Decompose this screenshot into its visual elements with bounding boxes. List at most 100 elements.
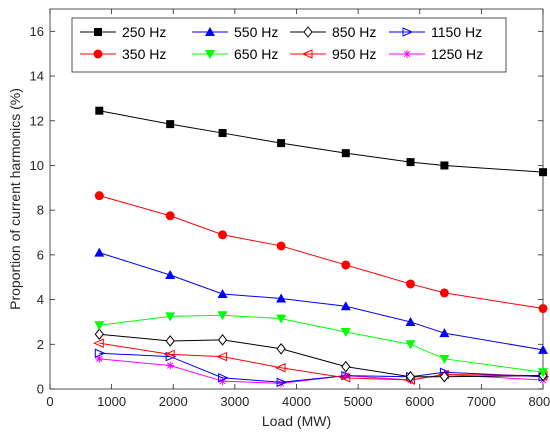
data-point bbox=[341, 360, 351, 373]
legend-item-950-hz: 950 Hz bbox=[290, 46, 376, 62]
series-line bbox=[99, 252, 544, 351]
data-point bbox=[340, 328, 351, 337]
data-point bbox=[340, 301, 351, 311]
x-tick-label: 3000 bbox=[220, 394, 249, 409]
y-tick-label: 8 bbox=[37, 203, 44, 218]
data-point bbox=[301, 49, 313, 59]
data-point bbox=[217, 289, 228, 298]
series-250-hz bbox=[95, 106, 547, 177]
series-line bbox=[99, 314, 544, 373]
y-tick-label: 16 bbox=[30, 24, 44, 39]
series-line bbox=[99, 342, 544, 381]
legend-label: 950 Hz bbox=[332, 46, 376, 62]
data-point bbox=[339, 373, 351, 383]
data-point bbox=[405, 370, 416, 383]
data-point bbox=[94, 328, 104, 341]
legend-item-550-hz: 550 Hz bbox=[192, 24, 278, 40]
y-tick-label: 0 bbox=[37, 382, 44, 397]
legend-label: 250 Hz bbox=[122, 24, 166, 40]
data-point bbox=[276, 293, 287, 303]
data-point bbox=[165, 312, 176, 322]
legend-label: 1250 Hz bbox=[431, 46, 483, 62]
data-point bbox=[439, 354, 450, 364]
data-point bbox=[277, 139, 286, 148]
x-tick-label: 2000 bbox=[159, 394, 188, 409]
data-point bbox=[216, 351, 228, 362]
x-axis-title: Load (MW) bbox=[262, 413, 331, 429]
data-point bbox=[93, 49, 103, 59]
data-point bbox=[276, 342, 286, 355]
data-point bbox=[218, 129, 227, 138]
y-tick-label: 12 bbox=[30, 113, 44, 128]
legend-item-250-hz: 250 Hz bbox=[80, 24, 166, 40]
series-line bbox=[99, 110, 544, 173]
y-tick-label: 4 bbox=[37, 292, 44, 307]
data-point bbox=[94, 28, 102, 36]
legend-label: 1150 Hz bbox=[431, 24, 482, 40]
data-point bbox=[217, 311, 228, 321]
data-point bbox=[274, 362, 286, 373]
x-tick-label: 5000 bbox=[344, 394, 373, 409]
data-point bbox=[303, 26, 313, 38]
data-point bbox=[538, 368, 548, 378]
y-tick-label: 10 bbox=[30, 158, 44, 173]
x-tick-label: 6000 bbox=[405, 394, 434, 409]
data-point bbox=[406, 279, 416, 289]
data-point bbox=[218, 230, 228, 240]
data-point bbox=[276, 377, 288, 388]
data-point bbox=[218, 377, 227, 386]
x-tick-label: 7000 bbox=[467, 394, 496, 409]
y-tick-label: 6 bbox=[37, 247, 44, 262]
data-point bbox=[94, 191, 104, 201]
legend-label: 850 Hz bbox=[332, 24, 376, 40]
legend: 250 Hz 550 Hz 850 Hz 1150 Hz 350 Hz 650 Hz 950… bbox=[71, 17, 507, 73]
data-point bbox=[539, 168, 547, 177]
y-tick-label: 14 bbox=[30, 69, 44, 84]
series-550-hz bbox=[94, 247, 548, 354]
data-point bbox=[163, 349, 175, 360]
data-point bbox=[217, 334, 228, 346]
data-point bbox=[94, 247, 105, 257]
x-tick-label: 0 bbox=[46, 394, 53, 409]
data-point bbox=[218, 373, 229, 383]
y-axis-title: Proportion of current harmonics (%) bbox=[7, 88, 23, 310]
data-point bbox=[166, 120, 175, 129]
legend-item-1150-hz: 1150 Hz bbox=[389, 24, 482, 40]
legend-label: 550 Hz bbox=[234, 24, 278, 40]
data-point bbox=[403, 50, 411, 58]
data-point bbox=[94, 348, 106, 359]
data-point bbox=[205, 50, 215, 59]
series-line bbox=[99, 195, 544, 310]
data-point bbox=[95, 106, 104, 115]
series-350-hz bbox=[94, 191, 548, 314]
series-line bbox=[99, 333, 544, 378]
data-point bbox=[95, 354, 104, 363]
data-point bbox=[166, 361, 175, 370]
data-point bbox=[538, 344, 548, 354]
legend-label: 350 Hz bbox=[122, 46, 166, 62]
y-tick-label: 2 bbox=[37, 337, 44, 352]
series-line bbox=[99, 352, 544, 383]
data-point bbox=[439, 370, 450, 383]
data-point bbox=[276, 314, 287, 324]
series-650-hz bbox=[94, 311, 548, 378]
data-point bbox=[94, 321, 105, 331]
data-point bbox=[165, 335, 175, 347]
data-point bbox=[405, 340, 416, 350]
data-point bbox=[538, 304, 548, 314]
series-850-hz bbox=[94, 328, 548, 383]
data-point bbox=[402, 27, 414, 37]
data-point bbox=[439, 328, 450, 338]
data-point bbox=[165, 211, 175, 221]
data-point bbox=[276, 241, 286, 251]
data-point bbox=[277, 379, 286, 388]
x-tick-label: 1000 bbox=[97, 394, 126, 409]
data-point bbox=[405, 316, 416, 326]
data-point bbox=[93, 338, 104, 348]
x-tick-label: 4000 bbox=[282, 394, 311, 409]
legend-item-850-hz: 850 Hz bbox=[290, 24, 376, 40]
legend-item-650-hz: 650 Hz bbox=[192, 46, 278, 62]
data-point bbox=[341, 149, 350, 158]
